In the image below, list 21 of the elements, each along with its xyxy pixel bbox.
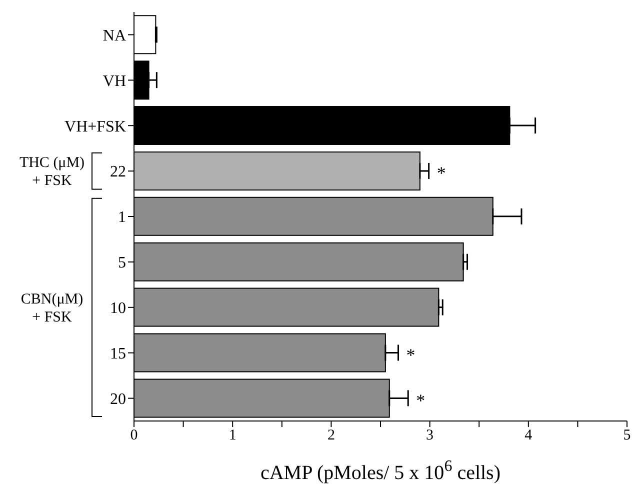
x-tick-label: 4 (524, 428, 533, 444)
x-tick-label: 1 (228, 428, 236, 444)
y-tick-label: 22 (110, 164, 126, 181)
annotation: * (436, 163, 446, 184)
x-tick-label: 3 (426, 428, 434, 444)
y-tick-label: 1 (118, 209, 126, 226)
y-tick-label: 5 (118, 254, 126, 272)
annotation: * (406, 344, 416, 365)
y-tick-label: VH+FSK (64, 118, 126, 136)
x-tick-label: 5 (623, 428, 631, 444)
x-tick-label: 0 (130, 428, 138, 444)
text: CBN(μM) + FSK (20, 291, 84, 326)
annotation: * (416, 390, 426, 410)
y-tick-label: VH (102, 72, 126, 90)
x-tick-label: 2 (327, 428, 335, 444)
y-tick-label: NA (102, 27, 126, 44)
y-tick-label: 20 (110, 390, 126, 408)
x-axis-title: cAMP (pMoles/ 5 x 10$^{6}$ cells) (260, 458, 501, 484)
text: THC (μM) + FSK (19, 155, 85, 190)
y-tick-label: 15 (110, 346, 126, 363)
y-tick-label: 10 (110, 300, 126, 318)
